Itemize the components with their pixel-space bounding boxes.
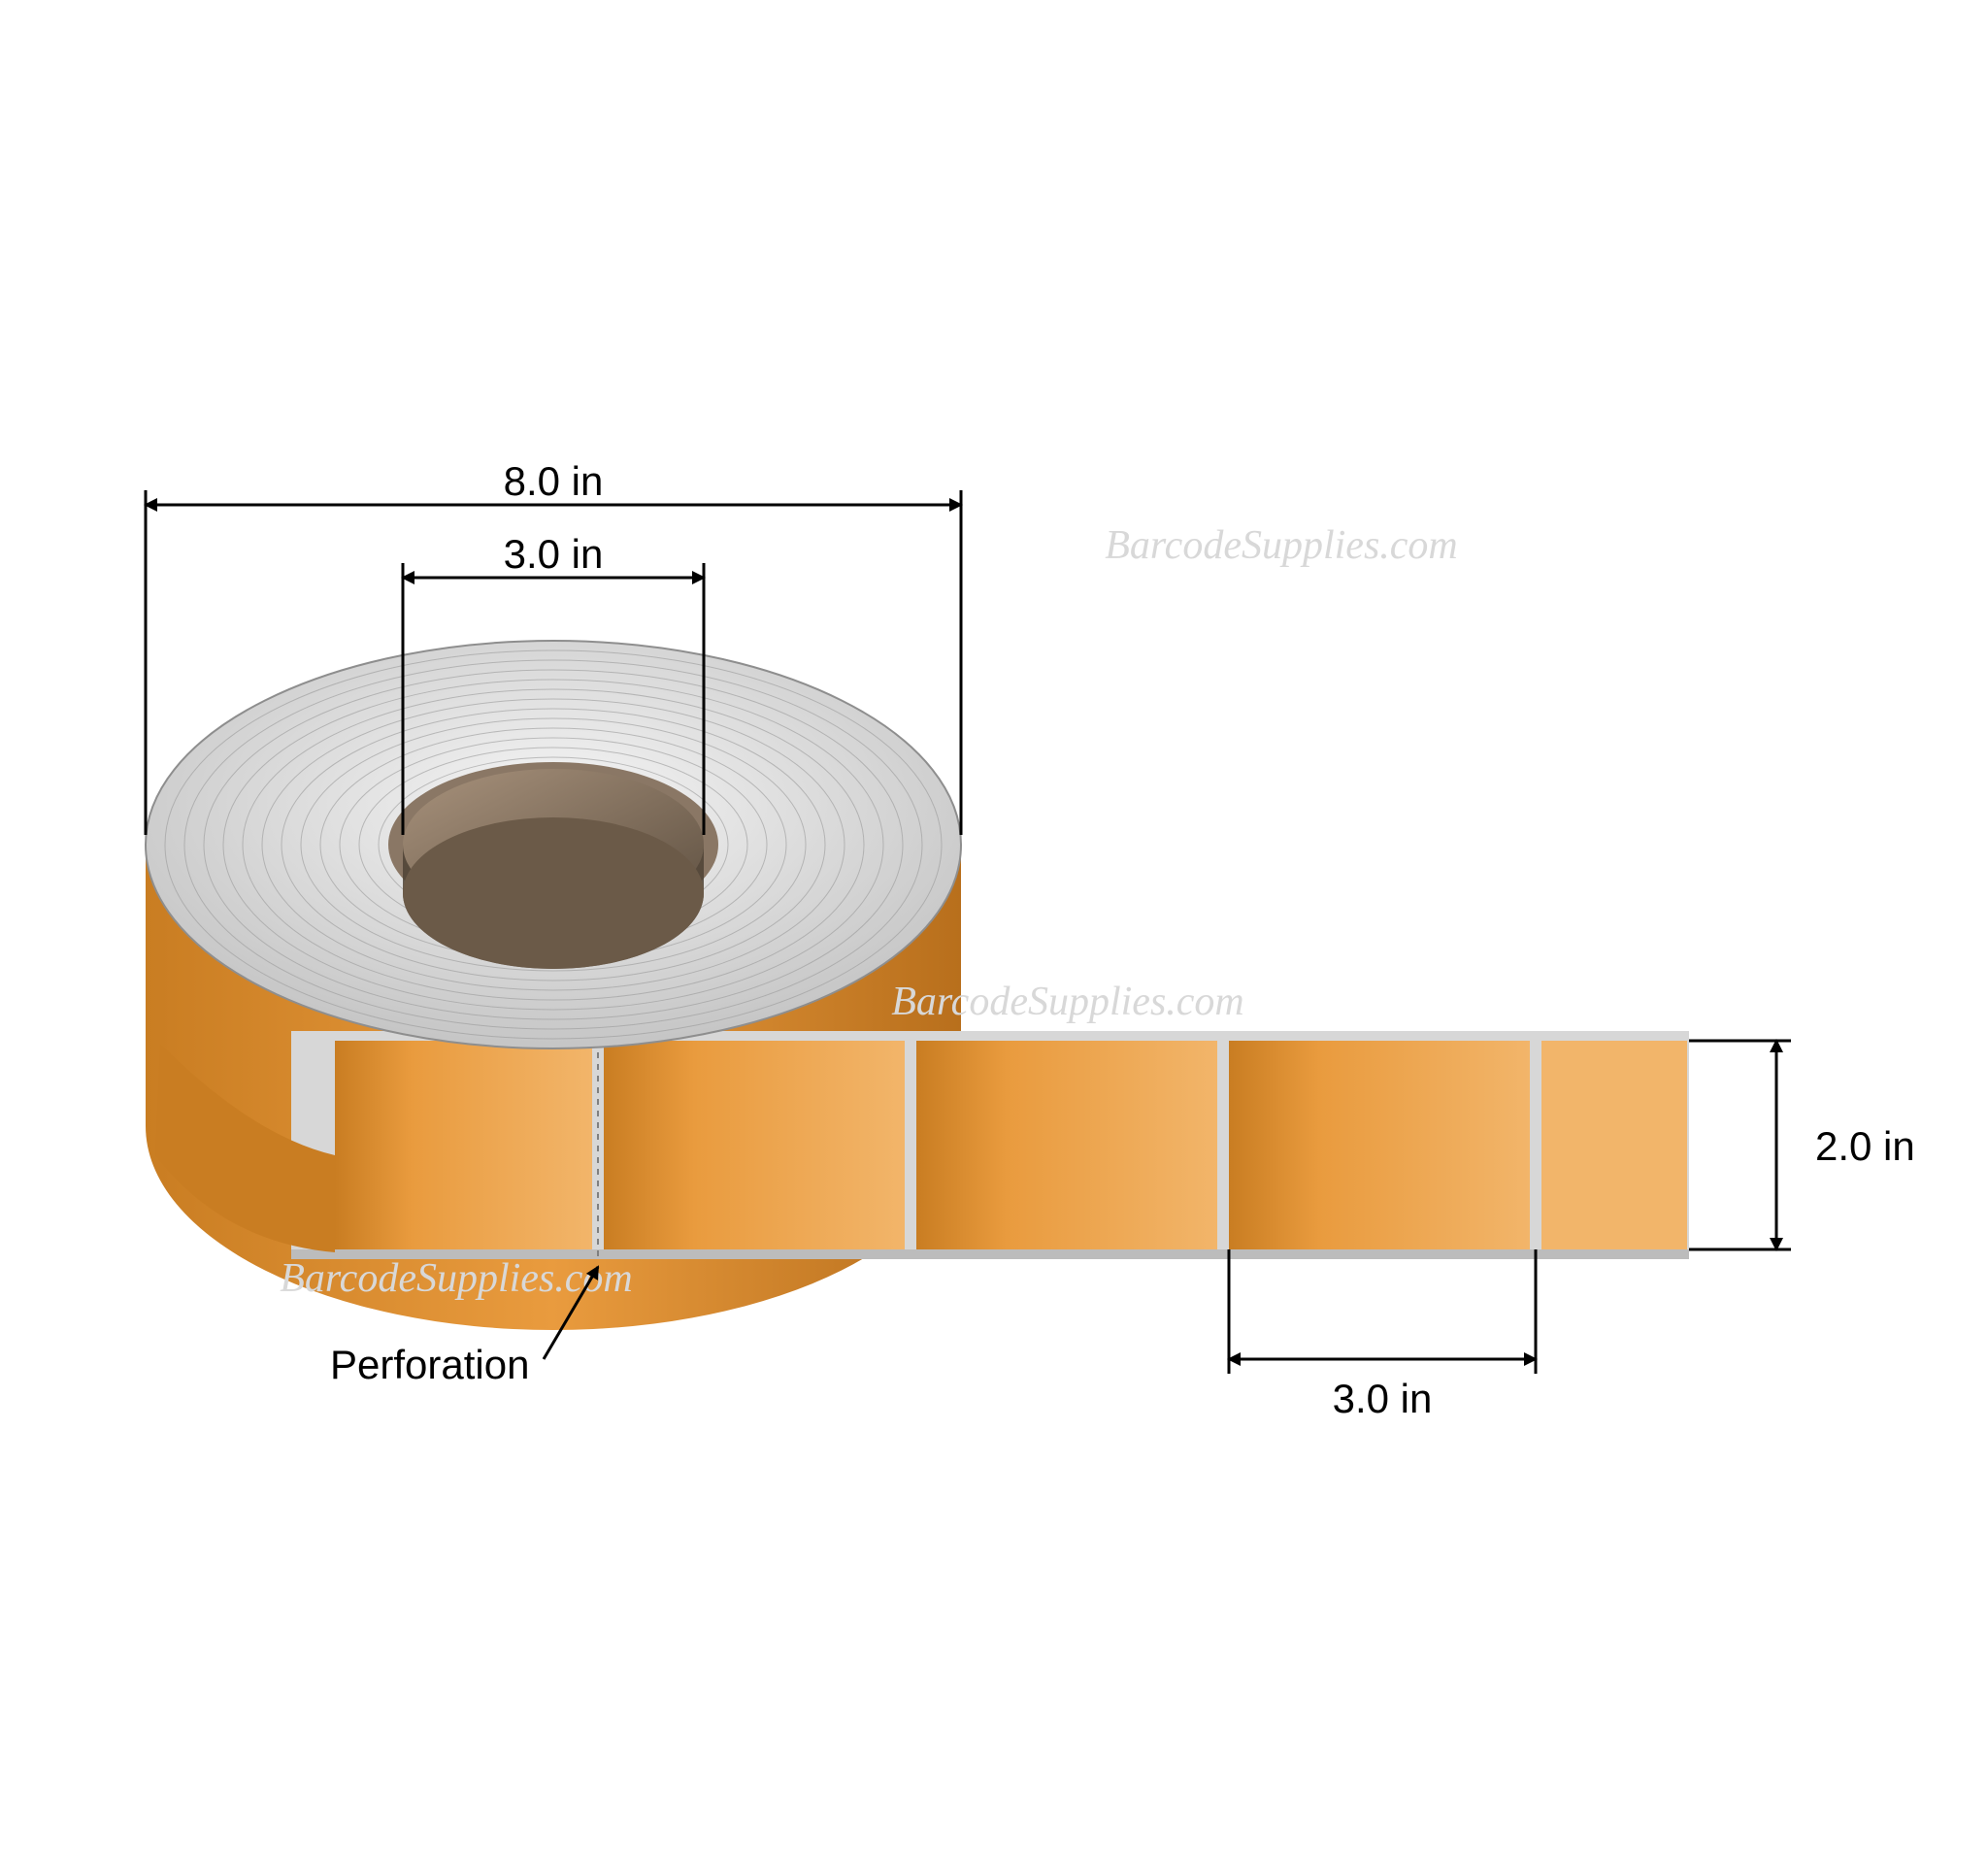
dim-label-width-label: 3.0 in [1333, 1376, 1433, 1421]
label-roll-diagram: BarcodeSupplies.com BarcodeSupplies.com … [0, 0, 1988, 1863]
roll-top-face [146, 641, 961, 1048]
watermark-1: BarcodeSupplies.com [1105, 523, 1458, 568]
dim-label-height-label: 2.0 in [1815, 1123, 1915, 1169]
labels-on-strip [155, 1041, 1687, 1259]
dim-label-height: 2.0 in [1689, 1041, 1915, 1249]
dim-label-width: 3.0 in [1229, 1249, 1536, 1421]
watermark-3: BarcodeSupplies.com [280, 1256, 633, 1301]
dim-roll-outer-label: 8.0 in [504, 458, 604, 504]
dim-core-label: 3.0 in [504, 531, 604, 577]
callout-perforation-label: Perforation [330, 1342, 529, 1387]
watermark-2: BarcodeSupplies.com [891, 980, 1244, 1024]
